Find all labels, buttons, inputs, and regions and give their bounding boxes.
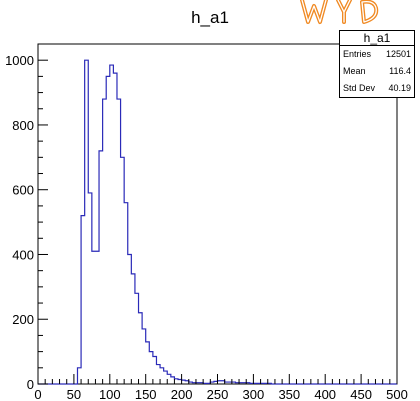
y-tick-label: 600 — [12, 183, 34, 198]
chart-title: h_a1 — [191, 8, 229, 27]
stats-box-title: h_a1 — [340, 31, 414, 46]
x-tick-label: 250 — [207, 387, 229, 401]
y-tick-label: 400 — [12, 247, 34, 262]
stats-key-stddev: Std Dev — [343, 83, 376, 93]
x-tick-label: 200 — [171, 387, 193, 401]
stats-value-entries: 12501 — [385, 49, 411, 59]
y-tick-label: 0 — [27, 377, 34, 392]
stats-key-mean: Mean — [343, 66, 366, 76]
histogram-marks — [38, 59, 397, 385]
x-tick-label: 500 — [386, 387, 408, 401]
stats-row-stddev: Std Dev 40.19 — [340, 80, 414, 97]
x-tick-label: 150 — [135, 387, 157, 401]
stats-value-stddev: 40.19 — [388, 83, 411, 93]
x-tick-label: 450 — [350, 387, 372, 401]
stats-value-mean: 116.4 — [389, 66, 411, 76]
tick-marks: 0 50 100 150 200 250 300 350 400 450 500 0 200 400 600… — [5, 43, 408, 401]
watermark-graphic — [290, 0, 420, 26]
y-tick-label: 800 — [12, 118, 34, 133]
y-tick-label: 200 — [12, 312, 34, 327]
stats-row-mean: Mean 116.4 — [340, 63, 414, 80]
x-tick-label: 50 — [67, 387, 81, 401]
x-tick-label: 350 — [278, 387, 300, 401]
x-tick-label: 300 — [243, 387, 265, 401]
y-tick-label: 1000 — [5, 53, 34, 68]
stats-box: h_a1 Entries 12501 Mean 116.4 Std Dev 40… — [339, 30, 415, 98]
x-tick-label: 400 — [314, 387, 336, 401]
x-tick-label: 0 — [34, 387, 41, 401]
histogram-line — [38, 59, 397, 385]
stats-key-entries: Entries — [343, 49, 372, 59]
stats-row-entries: Entries 12501 — [340, 46, 414, 63]
x-tick-label: 100 — [99, 387, 121, 401]
